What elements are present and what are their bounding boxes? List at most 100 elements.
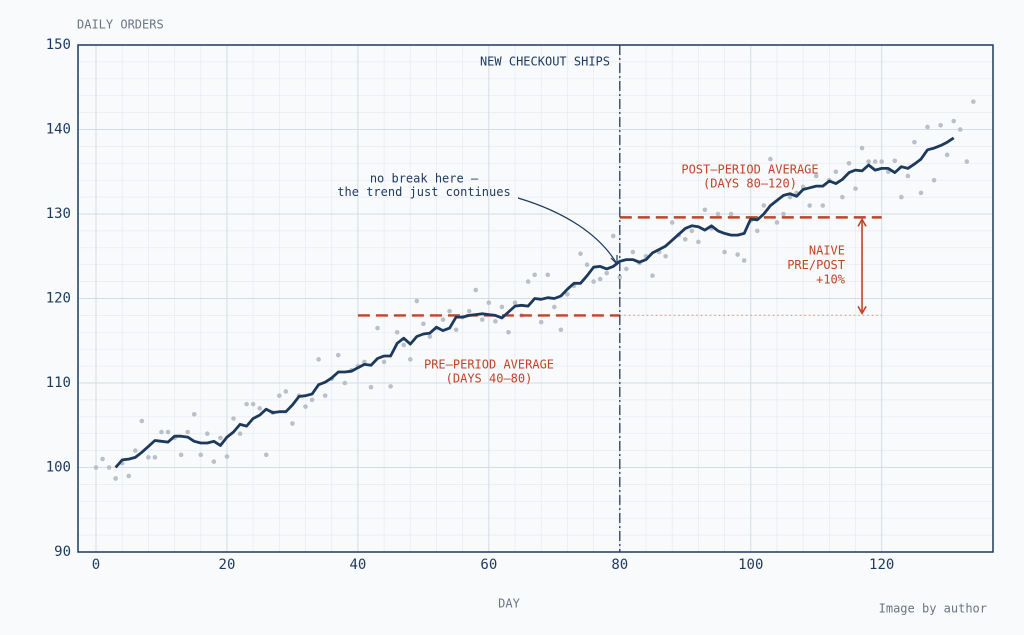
data-point	[322, 393, 328, 398]
annotation: +10%	[816, 273, 846, 287]
data-point	[781, 211, 786, 217]
data-point	[964, 159, 970, 164]
data-point	[263, 452, 269, 458]
data-point	[303, 404, 308, 409]
data-point	[925, 124, 930, 130]
data-point	[578, 251, 583, 257]
data-point	[401, 342, 407, 348]
credit: Image by author	[879, 602, 987, 616]
data-point	[558, 327, 564, 333]
y-tick-label: 130	[46, 206, 71, 222]
data-point	[617, 275, 623, 280]
data-point	[152, 455, 158, 460]
data-point	[971, 99, 976, 104]
data-point	[198, 452, 204, 458]
x-tick-label: 60	[480, 557, 497, 573]
data-point	[375, 325, 380, 331]
data-point	[689, 228, 695, 234]
data-point	[604, 270, 610, 276]
plot-frame	[77, 44, 994, 553]
y-tick-label: 110	[46, 375, 71, 391]
annotation: POST–PERIOD AVERAGE	[681, 163, 818, 177]
data-point	[159, 429, 164, 435]
x-tick-label: 40	[349, 557, 366, 573]
arrowhead	[857, 217, 867, 227]
marks	[93, 45, 976, 552]
data-point	[722, 249, 727, 255]
data-point	[532, 272, 537, 278]
data-point	[853, 186, 858, 191]
data-point	[185, 429, 190, 435]
data-point	[231, 416, 236, 421]
data-point	[146, 455, 151, 460]
data-point	[840, 194, 845, 200]
data-point	[335, 352, 341, 358]
annotation: PRE/POST	[787, 258, 845, 272]
data-point	[872, 159, 878, 164]
data-point	[892, 158, 898, 164]
data-point	[735, 252, 740, 257]
data-point	[565, 291, 570, 297]
data-point	[702, 207, 708, 213]
data-point	[591, 279, 596, 284]
data-point	[407, 357, 413, 362]
data-point	[512, 300, 518, 306]
data-point	[787, 194, 793, 200]
data-point	[918, 190, 924, 196]
data-point	[466, 308, 472, 314]
data-point	[493, 319, 498, 324]
annotation-arrowhead	[610, 255, 618, 266]
data-point	[421, 321, 426, 327]
data-point	[132, 448, 138, 453]
data-point	[394, 330, 400, 335]
trend-line	[114, 136, 955, 469]
annotation: no break here —	[370, 172, 479, 186]
data-point	[728, 211, 734, 217]
data-point	[250, 401, 256, 407]
grid	[78, 44, 993, 553]
x-tick-label: 80	[611, 557, 628, 573]
data-point	[506, 330, 511, 335]
data-point	[93, 465, 99, 470]
x-tick-label: 120	[869, 557, 894, 573]
data-point	[807, 203, 812, 208]
y-tick-label: 120	[46, 291, 71, 307]
data-point	[630, 249, 636, 255]
data-point	[741, 258, 747, 263]
data-point	[342, 380, 348, 386]
data-point	[931, 177, 937, 183]
data-point	[538, 319, 544, 325]
data-point	[957, 127, 963, 132]
data-point	[113, 476, 118, 481]
data-point	[912, 139, 917, 145]
data-point	[859, 145, 865, 151]
data-point	[899, 194, 904, 200]
data-point	[139, 418, 145, 424]
data-point	[218, 435, 223, 441]
data-point	[761, 203, 767, 208]
data-point	[813, 173, 819, 179]
data-point	[768, 156, 773, 162]
data-point	[944, 152, 950, 158]
data-point	[368, 384, 374, 390]
data-point	[499, 304, 505, 310]
data-point	[905, 173, 911, 179]
data-point	[846, 161, 852, 166]
data-point	[610, 233, 616, 239]
data-point	[820, 203, 826, 208]
x-tick-label: 20	[219, 557, 236, 573]
data-point	[205, 431, 210, 437]
data-point	[224, 454, 230, 459]
data-point	[126, 473, 132, 479]
data-point	[754, 228, 760, 234]
data-point	[440, 317, 446, 322]
annotation-arrow	[517, 197, 618, 265]
x-tick-label: 0	[92, 557, 100, 573]
annotation: NEW CHECKOUT SHIPS	[480, 55, 610, 69]
data-point	[277, 393, 282, 398]
y-tick-label: 150	[46, 37, 71, 53]
data-point	[388, 384, 393, 389]
data-point	[597, 276, 603, 282]
